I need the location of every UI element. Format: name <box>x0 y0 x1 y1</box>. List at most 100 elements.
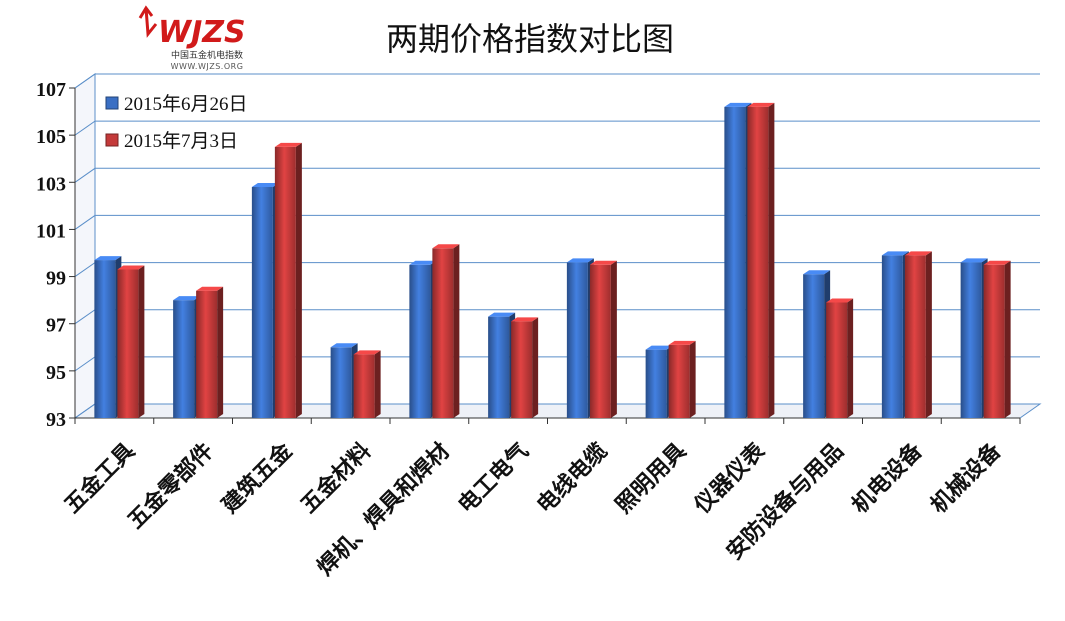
bar-front <box>724 106 746 418</box>
bar-front <box>488 316 510 418</box>
bar-top <box>803 270 831 275</box>
y-tick-label: 95 <box>46 362 66 384</box>
bar-front <box>566 262 588 418</box>
bar-jun26 <box>94 256 122 418</box>
gridline <box>74 167 1040 183</box>
bar-top <box>826 298 854 303</box>
legend-swatch <box>105 96 119 110</box>
y-tick-label: 97 <box>46 315 66 337</box>
bar-jun26 <box>803 270 831 418</box>
bar-side <box>295 142 302 418</box>
x-category-label: 机械设备 <box>926 437 1007 518</box>
bar-jun26 <box>960 258 988 418</box>
bar-jul3 <box>747 102 775 418</box>
bar-side <box>847 298 854 418</box>
legend-label: 2015年6月26日 <box>124 93 248 115</box>
bar-jun26 <box>881 251 909 418</box>
y-tick-label: 99 <box>46 268 66 290</box>
bar-top <box>566 258 594 263</box>
bar-top <box>645 345 673 350</box>
legend-swatch <box>105 133 119 147</box>
bar-front <box>94 260 116 418</box>
bar-front <box>353 354 375 418</box>
bar-jun26 <box>645 345 673 418</box>
side-wall <box>74 73 96 419</box>
bar-jul3 <box>432 244 460 418</box>
bar-front <box>904 255 926 418</box>
bar-jun26 <box>251 183 279 418</box>
bar-side <box>1004 260 1011 418</box>
bar-top <box>274 142 302 147</box>
bar-top <box>589 260 617 265</box>
x-category-label: 五金材料 <box>296 438 377 519</box>
bar-side <box>453 244 460 418</box>
bar-jul3 <box>511 317 539 418</box>
bar-front <box>117 269 139 418</box>
bar-jul3 <box>589 260 617 418</box>
bar-front <box>511 321 533 418</box>
bar-front <box>668 344 690 418</box>
bar-jul3 <box>983 260 1011 418</box>
bar-side <box>138 265 145 418</box>
bar-jun26 <box>173 296 201 418</box>
y-tick-label: 103 <box>36 173 66 195</box>
bar-front <box>960 262 982 418</box>
bar-front <box>589 264 611 418</box>
bar-top <box>94 256 122 261</box>
x-category-label: 五金工具 <box>59 438 140 519</box>
bar-front <box>251 187 273 418</box>
x-category-label: 仪器仪表 <box>689 437 771 519</box>
x-category-label: 建筑五金 <box>217 437 298 518</box>
bar-side <box>768 102 775 418</box>
bar-top <box>432 244 460 249</box>
wjzs-logo-mark: WJZS <box>138 5 246 50</box>
bar-top <box>409 260 437 265</box>
bar-top <box>117 265 145 270</box>
bar-side <box>610 260 617 418</box>
bar-side <box>532 317 539 418</box>
bar-front <box>803 274 825 418</box>
bar-jun26 <box>488 312 516 418</box>
bar-side <box>925 251 932 418</box>
bar-front <box>409 264 431 418</box>
x-category-label: 机电设备 <box>847 437 928 518</box>
bar-jul3 <box>668 340 696 418</box>
y-tick-label: 105 <box>36 126 66 148</box>
y-tick-label: 107 <box>36 79 66 101</box>
x-category-label: 电线电缆 <box>532 438 613 519</box>
bar-top <box>511 317 539 322</box>
bar-top <box>196 286 224 291</box>
bar-top <box>251 183 279 187</box>
bar-front <box>274 146 296 418</box>
bar-jun26 <box>330 343 358 418</box>
bar-top <box>904 251 932 256</box>
bar-front <box>330 347 352 418</box>
bar-front <box>645 349 667 418</box>
bar-top <box>330 343 358 348</box>
bar-side <box>689 340 696 418</box>
bar-top <box>668 340 696 345</box>
chart-title: 两期价格指数对比图 <box>385 20 674 58</box>
bar-jul3 <box>353 350 381 418</box>
bar-top <box>983 260 1011 265</box>
legend-label: 2015年7月3日 <box>124 130 238 152</box>
x-category-label: 五金零部件 <box>123 438 219 534</box>
bar-front <box>432 248 454 418</box>
bar-jun26 <box>409 260 437 418</box>
bar-jul3 <box>274 142 302 418</box>
bar-jun26 <box>566 258 594 418</box>
bar-top <box>960 258 988 263</box>
y-tick-label: 101 <box>36 220 66 242</box>
bar-side <box>374 350 381 418</box>
logo-arrow-stroke <box>144 7 158 38</box>
logo-subtitle: 中国五金机电指数 <box>170 51 243 61</box>
bar-top <box>353 350 381 355</box>
bar-jul3 <box>826 298 854 418</box>
bar-front <box>747 106 769 418</box>
logo-url: WWW.WJZS.ORG <box>170 62 244 71</box>
x-category-label: 焊机、焊具和焊材 <box>312 438 455 581</box>
logo-mark-text: WJZS <box>158 15 246 50</box>
bar-top <box>747 102 775 107</box>
